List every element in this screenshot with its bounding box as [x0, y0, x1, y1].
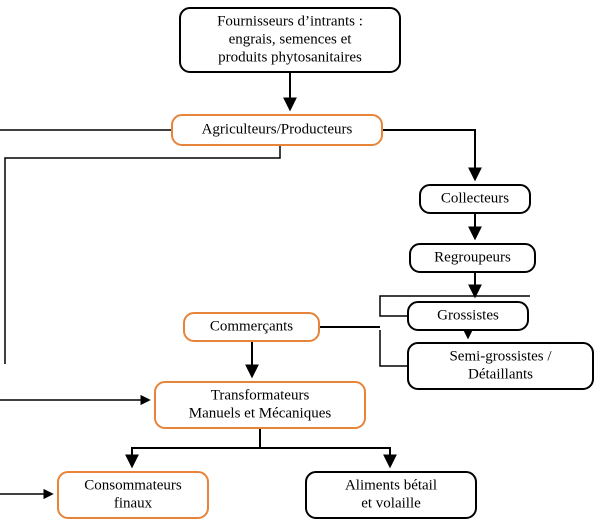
node-collecteurs: Collecteurs — [420, 185, 530, 213]
edge-e-transfo-split2 — [260, 448, 390, 466]
node-semi: Semi-grossistes / Détaillants — [408, 343, 593, 389]
node-grossistes: Grossistes — [408, 302, 528, 330]
node-regroupeurs-label-0: Regroupeurs — [434, 249, 511, 265]
node-transfo-label-1: Manuels et Mécaniques — [189, 405, 332, 421]
node-agriculteurs-label-0: Agriculteurs/Producteurs — [202, 121, 353, 137]
node-aliments-label-1: et volaille — [361, 495, 421, 511]
node-aliments: Aliments bétail et volaille — [306, 472, 476, 518]
node-semi-label-1: Détaillants — [468, 366, 533, 382]
node-fournisseurs-label-0: Fournisseurs d’intrants : — [217, 13, 363, 29]
node-fournisseurs-label-2: produits phytosanitaires — [218, 49, 362, 65]
node-fournisseurs-label-1: engrais, semences et — [229, 31, 353, 47]
node-regroupeurs: Regroupeurs — [410, 244, 535, 272]
node-commercants-label-0: Commerçants — [210, 318, 293, 334]
node-conso-label-0: Consommateurs — [84, 477, 182, 493]
edge-e-semi-side — [380, 330, 408, 366]
node-transfo: Transformateurs Manuels et Mécaniques — [155, 382, 365, 428]
node-collecteurs-label-0: Collecteurs — [441, 190, 509, 206]
node-transfo-label-0: Transformateurs — [211, 387, 310, 403]
node-commercants: Commerçants — [184, 313, 319, 341]
node-conso: Consommateurs finaux — [58, 472, 208, 518]
node-semi-label-0: Semi-grossistes / — [449, 348, 552, 364]
edge-e-agri-coll — [382, 130, 475, 179]
node-grossistes-label-0: Grossistes — [437, 307, 499, 323]
node-aliments-label-0: Aliments bétail — [345, 477, 437, 493]
node-conso-label-1: finaux — [114, 495, 153, 511]
node-fournisseurs: Fournisseurs d’intrants : engrais, semenc… — [180, 8, 400, 72]
node-agriculteurs: Agriculteurs/Producteurs — [172, 115, 382, 145]
edge-e-transfo-split — [132, 428, 260, 466]
